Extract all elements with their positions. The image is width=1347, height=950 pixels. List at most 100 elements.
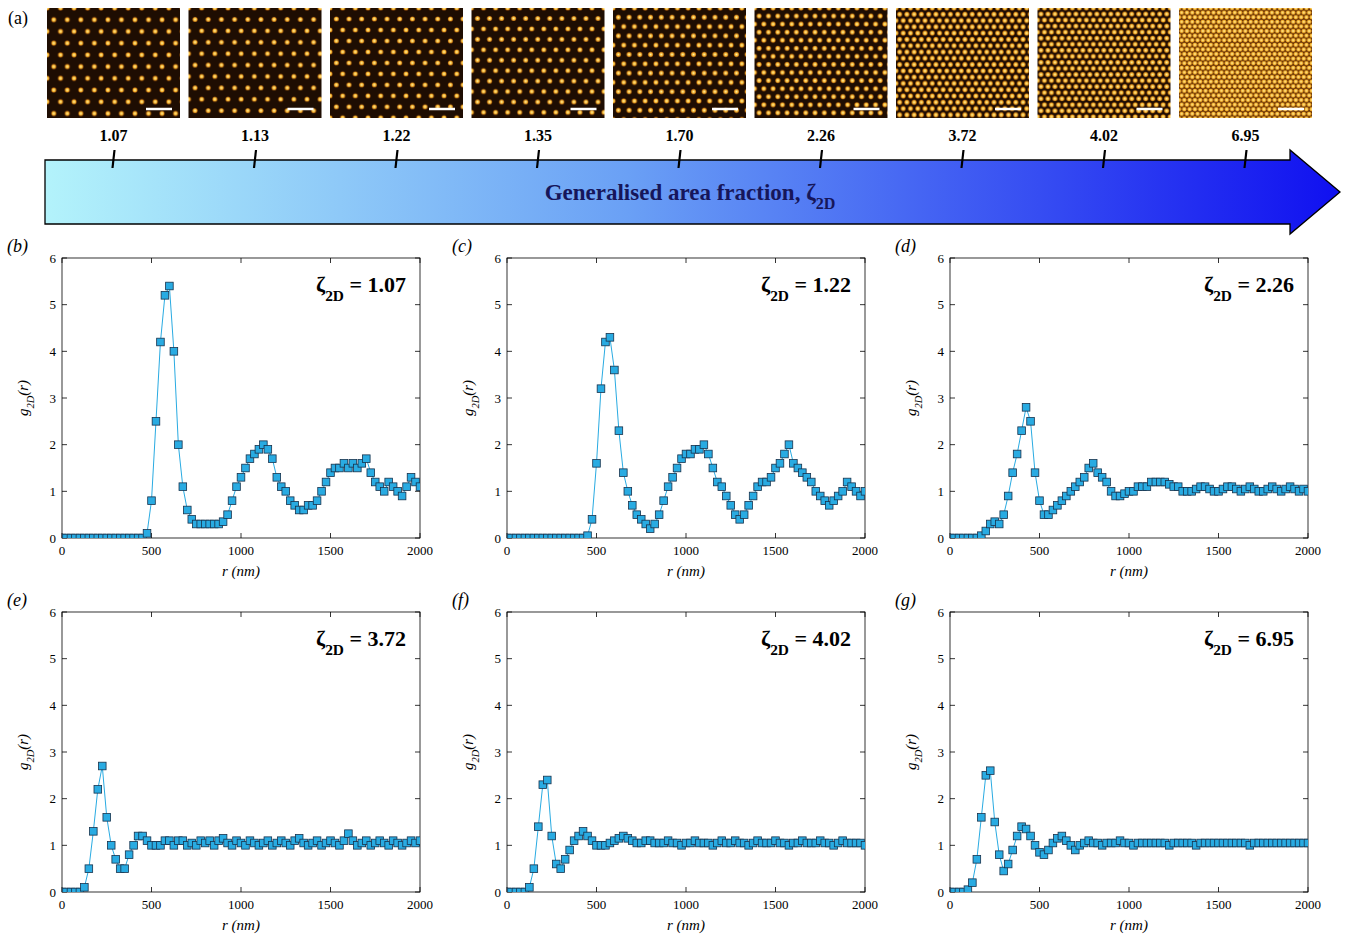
data-point: [94, 786, 102, 794]
y-tick: [950, 304, 955, 305]
y-tick-label: 4: [50, 344, 57, 359]
x-tick: [151, 612, 152, 617]
data-point: [1013, 832, 1021, 840]
y-tick: [950, 845, 955, 846]
y-tick-label: 5: [50, 651, 57, 666]
y-tick: [950, 491, 955, 492]
x-tick: [151, 258, 152, 263]
x-tick-label: 500: [142, 897, 162, 912]
y-axis-title: g2D(r): [460, 380, 481, 416]
x-tick-label: 2000: [1295, 897, 1321, 912]
data-point: [416, 483, 420, 491]
x-tick: [420, 887, 421, 892]
data-point: [973, 856, 981, 864]
data-point: [557, 865, 565, 873]
y-tick-label: 3: [50, 745, 57, 760]
x-tick: [686, 612, 687, 617]
data-point: [620, 469, 628, 477]
x-tick: [865, 258, 866, 263]
area-fraction-label: 2.26: [807, 127, 835, 144]
y-tick-label: 1: [50, 484, 57, 499]
y-tick-label: 6: [938, 605, 945, 620]
x-tick-label: 1500: [763, 897, 789, 912]
x-tick-label: 0: [59, 897, 66, 912]
arrow-tick: [962, 150, 964, 168]
y-tick-label: 5: [495, 651, 502, 666]
data-point: [143, 530, 151, 538]
x-tick: [950, 258, 951, 263]
y-tick: [62, 798, 67, 799]
data-point: [611, 366, 619, 374]
x-tick-label: 500: [587, 897, 607, 912]
data-point: [1018, 427, 1026, 435]
y-tick: [415, 752, 420, 753]
data-point: [363, 455, 371, 463]
x-tick-label: 500: [1030, 897, 1050, 912]
y-tick-label: 4: [938, 698, 945, 713]
data-point: [969, 879, 977, 887]
x-tick: [686, 887, 687, 892]
arrow-tick: [254, 150, 256, 168]
data-point: [995, 851, 1003, 859]
x-tick: [865, 887, 866, 892]
x-tick: [1218, 533, 1219, 538]
y-tick: [860, 258, 865, 259]
y-tick: [1303, 752, 1308, 753]
x-tick: [775, 887, 776, 892]
x-tick: [241, 258, 242, 263]
arrow-tick: [1245, 150, 1247, 168]
data-point: [749, 492, 757, 500]
data-point: [718, 483, 726, 491]
data-point: [179, 483, 187, 491]
data-point: [861, 488, 865, 496]
data-point: [1004, 860, 1012, 868]
y-tick: [507, 752, 512, 753]
y-tick: [860, 538, 865, 539]
data-point: [785, 441, 793, 449]
panel-letter: (b): [7, 236, 28, 257]
data-point: [85, 865, 93, 873]
area-fraction-label: 4.02: [1090, 127, 1118, 144]
x-axis-title: r (nm): [222, 563, 260, 580]
y-tick-label: 3: [495, 391, 502, 406]
y-tick: [415, 798, 420, 799]
y-tick: [950, 658, 955, 659]
y-tick: [860, 351, 865, 352]
y-tick-label: 4: [495, 698, 502, 713]
data-point: [166, 282, 174, 290]
data-point: [861, 842, 865, 850]
data-point: [152, 418, 160, 426]
scale-bar: [429, 108, 455, 111]
data-point: [1304, 839, 1308, 847]
data-point: [808, 478, 816, 486]
x-tick: [330, 533, 331, 538]
data-point: [242, 464, 250, 472]
y-tick: [415, 351, 420, 352]
y-tick-label: 6: [938, 251, 945, 266]
x-tick-label: 1000: [1116, 543, 1142, 558]
x-tick: [1129, 887, 1130, 892]
panel-title: ζ2D = 3.72: [316, 626, 406, 658]
x-tick-label: 500: [587, 543, 607, 558]
data-point: [273, 474, 281, 482]
data-point: [175, 441, 183, 449]
x-tick: [775, 533, 776, 538]
x-tick: [420, 612, 421, 617]
y-tick: [415, 658, 420, 659]
data-point: [81, 884, 89, 892]
x-axis-title: r (nm): [1110, 563, 1148, 580]
y-tick: [415, 398, 420, 399]
y-tick-label: 0: [495, 885, 502, 900]
y-tick: [507, 398, 512, 399]
data-point: [664, 483, 672, 491]
data-point: [184, 506, 192, 514]
y-tick: [62, 705, 67, 706]
y-tick-label: 0: [50, 885, 57, 900]
panel-letter: (a): [8, 8, 28, 29]
data-point: [606, 334, 614, 342]
panel: (g)05001000150020000123456r (nm)g2D(r)ζ2…: [895, 590, 1321, 934]
y-tick: [507, 845, 512, 846]
arrow-tick: [396, 150, 398, 168]
arrow: [45, 150, 1340, 234]
x-tick-label: 1500: [763, 543, 789, 558]
